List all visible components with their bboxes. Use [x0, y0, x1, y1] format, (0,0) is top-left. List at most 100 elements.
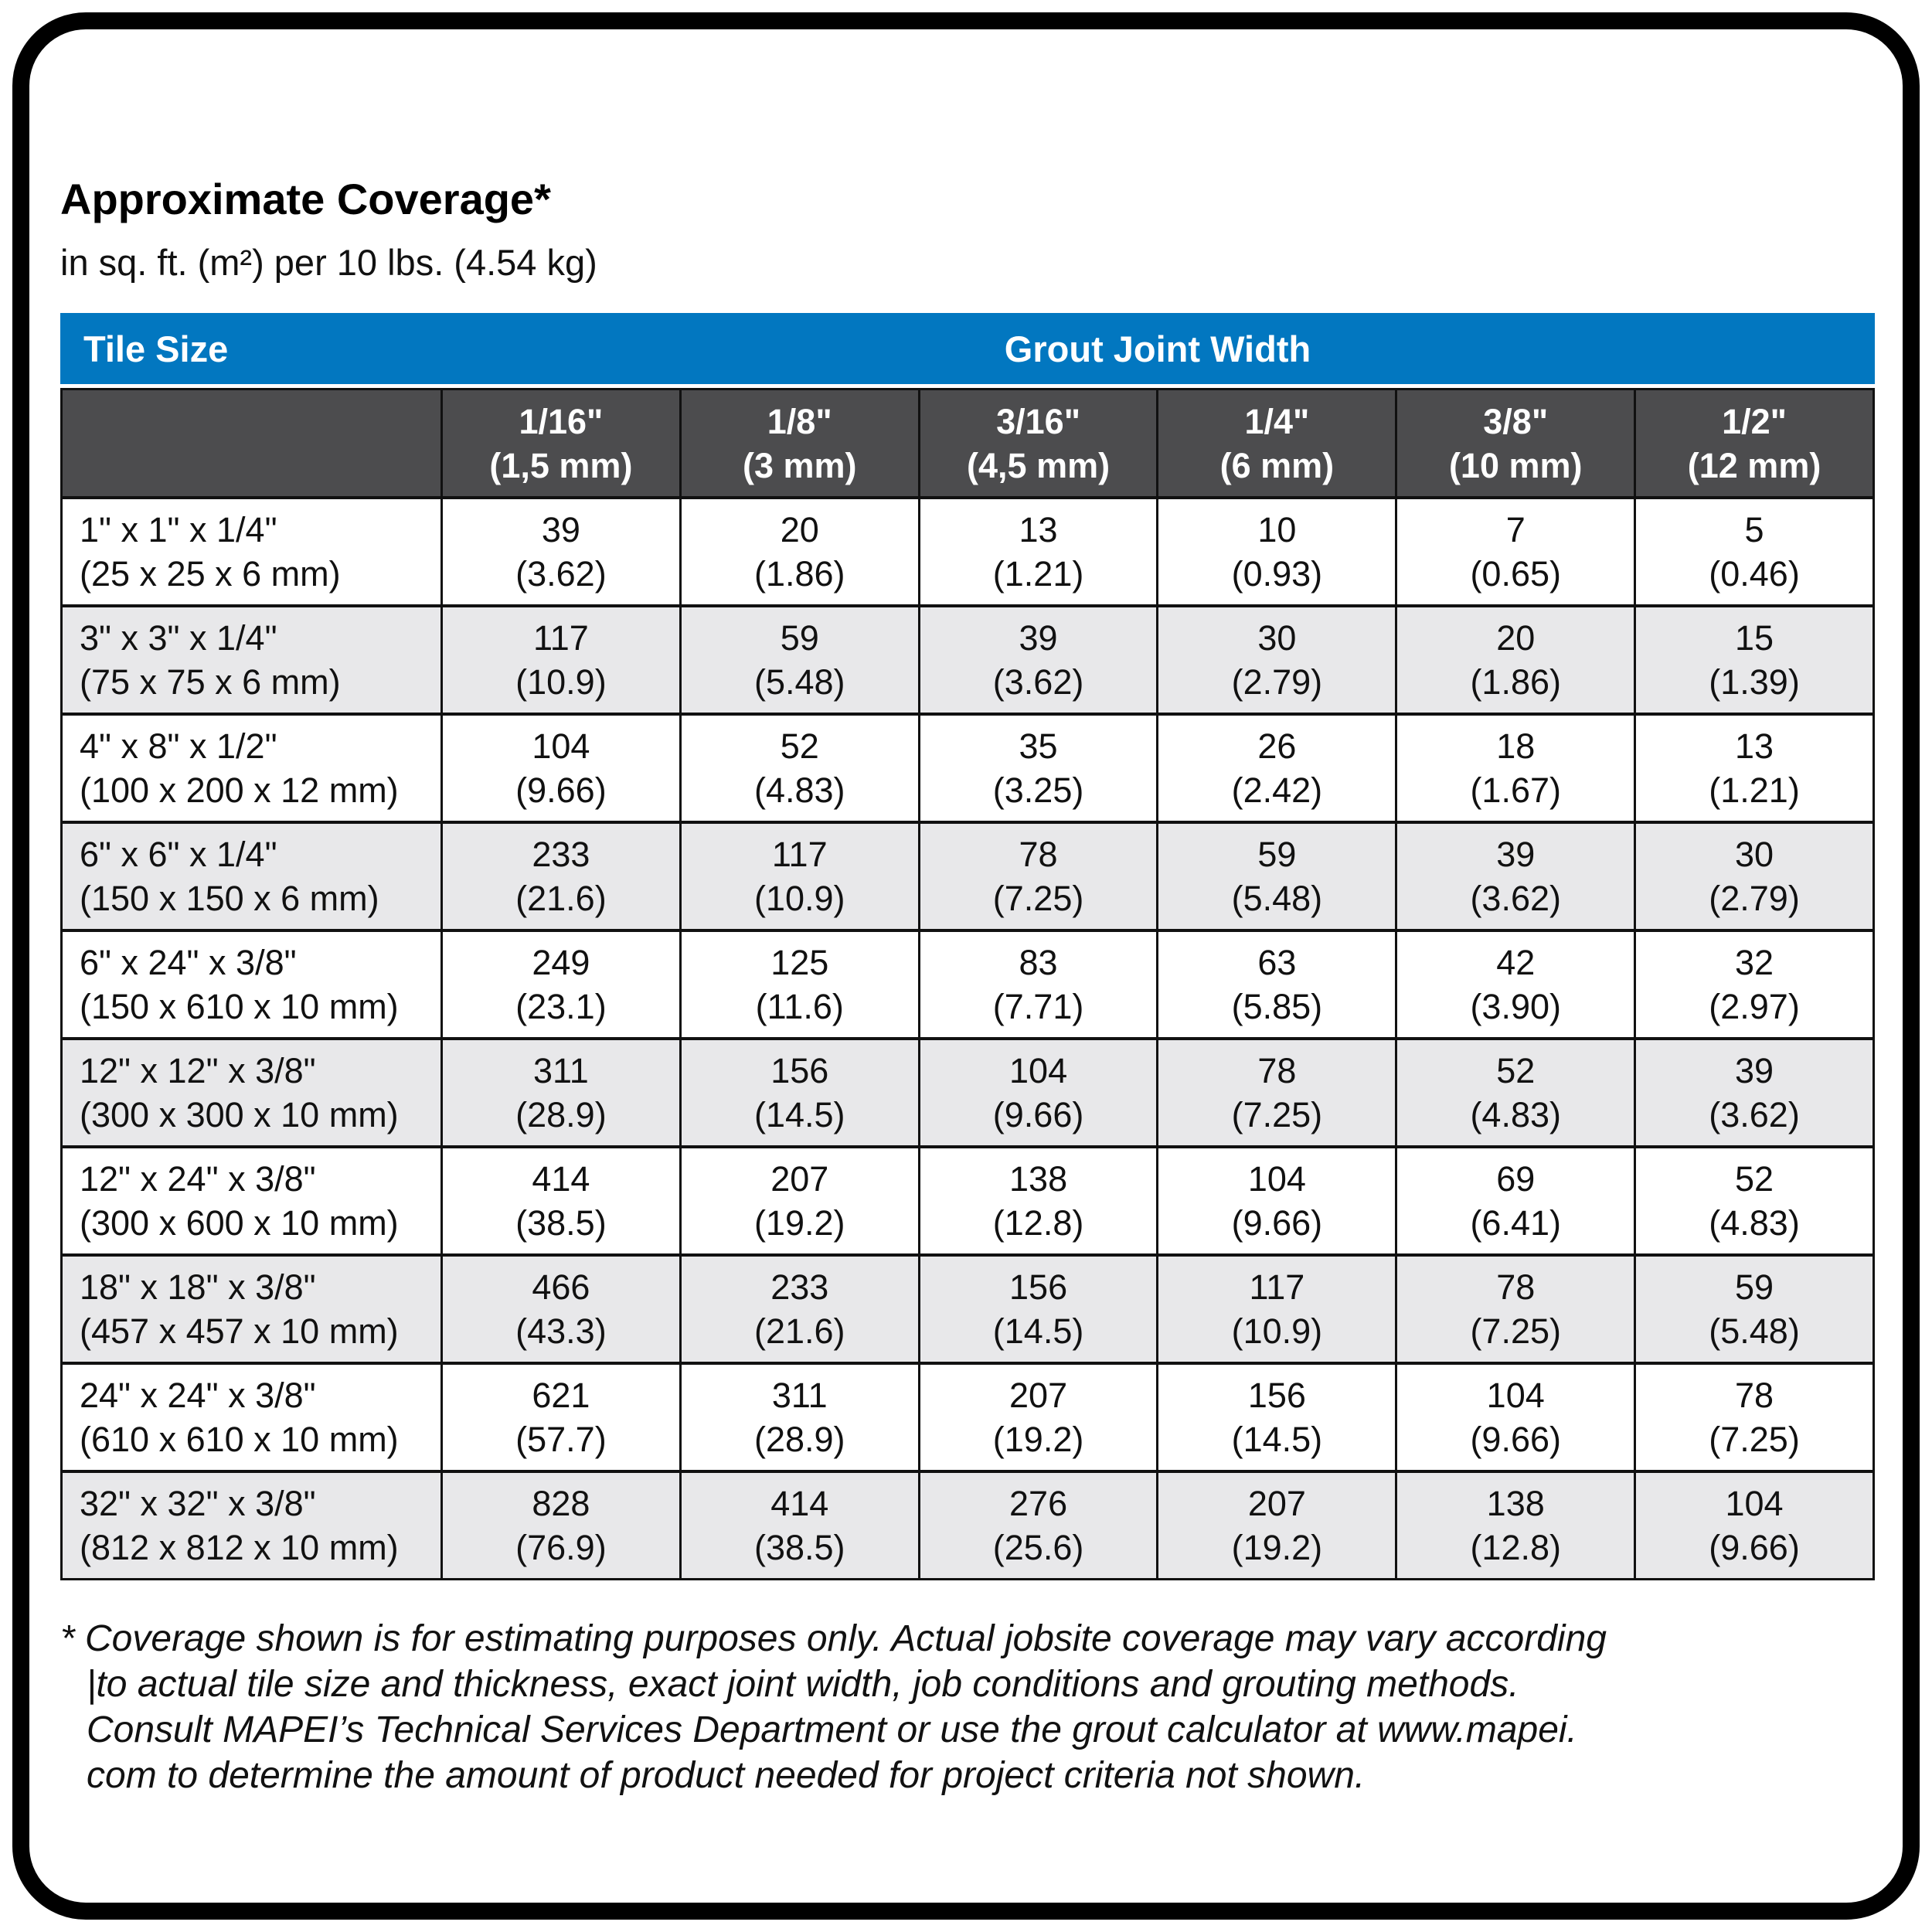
coverage-cell: 52 (4.83) — [1634, 1148, 1872, 1253]
coverage-sqft: 83 — [1019, 943, 1058, 982]
coverage-sqft: 104 — [1486, 1376, 1545, 1415]
tile-size-cell: 3" x 3" x 1/4" (75 x 75 x 6 mm) — [63, 607, 440, 713]
column-header-metric: (10 mm) — [1448, 445, 1583, 485]
tile-size-mm: (150 x 610 x 10 mm) — [80, 987, 399, 1026]
coverage-cell: 78 (7.25) — [1156, 1040, 1395, 1145]
column-header: 3/16" (4,5 mm) — [917, 390, 1157, 496]
table-row: 32" x 32" x 3/8" (812 x 812 x 10 mm) 828 (7… — [63, 1470, 1872, 1578]
coverage-sqft: 311 — [771, 1376, 828, 1415]
coverage-m2: (10.9) — [1231, 1311, 1323, 1351]
coverage-sqft: 7 — [1505, 510, 1526, 549]
coverage-m2: (5.85) — [1231, 987, 1323, 1026]
coverage-m2: (57.7) — [515, 1420, 607, 1459]
coverage-m2: (25.6) — [992, 1528, 1084, 1567]
table-row: 12" x 24" x 3/8" (300 x 600 x 10 mm) 414 (3… — [63, 1145, 1872, 1253]
coverage-m2: (19.2) — [1231, 1528, 1323, 1567]
coverage-m2: (4.83) — [1709, 1203, 1800, 1243]
coverage-m2: (9.66) — [515, 770, 607, 810]
coverage-table: Tile Size Grout Joint Width 1/16" (1,5 mm… — [60, 313, 1875, 1580]
table-row: 6" x 24" x 3/8" (150 x 610 x 10 mm) 249 (23… — [63, 929, 1872, 1037]
column-header-width: 3/16" — [996, 401, 1081, 441]
tile-size-cell: 12" x 12" x 3/8" (300 x 300 x 10 mm) — [63, 1040, 440, 1145]
coverage-cell: 621 (57.7) — [440, 1365, 679, 1470]
coverage-cell: 5 (0.46) — [1634, 499, 1872, 604]
coverage-sqft: 78 — [1735, 1376, 1774, 1415]
table-row: 1" x 1" x 1/4" (25 x 25 x 6 mm) 39 (3.62) 20… — [63, 496, 1872, 604]
coverage-cell: 18 (1.67) — [1395, 716, 1634, 821]
coverage-cell: 104 (9.66) — [1395, 1365, 1634, 1470]
table-header-row: Tile Size Grout Joint Width — [60, 313, 1875, 384]
coverage-m2: (7.25) — [992, 879, 1084, 918]
coverage-cell: 20 (1.86) — [1395, 607, 1634, 713]
coverage-sqft: 13 — [1019, 510, 1058, 549]
tile-size-inches: 18" x 18" x 3/8" — [80, 1267, 316, 1307]
coverage-sqft: 32 — [1735, 943, 1774, 982]
tile-size-header: Tile Size — [83, 328, 229, 369]
coverage-cell: 78 (7.25) — [917, 824, 1157, 929]
coverage-cell: 59 (5.48) — [1156, 824, 1395, 929]
coverage-sqft: 138 — [1486, 1484, 1545, 1523]
coverage-m2: (19.2) — [753, 1203, 845, 1243]
coverage-cell: 15 (1.39) — [1634, 607, 1872, 713]
coverage-cell: 35 (3.25) — [917, 716, 1157, 821]
coverage-m2: (9.66) — [992, 1095, 1084, 1134]
coverage-sqft: 78 — [1496, 1267, 1536, 1307]
coverage-m2: (38.5) — [515, 1203, 607, 1243]
coverage-sqft: 156 — [1247, 1376, 1306, 1415]
coverage-cell: 52 (4.83) — [679, 716, 918, 821]
tile-size-mm: (100 x 200 x 12 mm) — [80, 770, 399, 810]
coverage-m2: (9.66) — [1709, 1528, 1800, 1567]
tile-size-mm: (610 x 610 x 10 mm) — [80, 1420, 399, 1459]
coverage-sqft: 20 — [780, 510, 819, 549]
coverage-m2: (21.6) — [515, 879, 607, 918]
coverage-cell: 117 (10.9) — [440, 607, 679, 713]
coverage-sqft: 233 — [770, 1267, 829, 1307]
coverage-sqft: 39 — [541, 510, 580, 549]
coverage-cell: 117 (10.9) — [679, 824, 918, 929]
column-header: 1/2" (12 mm) — [1634, 390, 1872, 496]
table-row: 3" x 3" x 1/4" (75 x 75 x 6 mm) 117 (10.9) 5… — [63, 604, 1872, 713]
coverage-cell: 156 (14.5) — [679, 1040, 918, 1145]
column-header-width: 3/8" — [1483, 401, 1549, 441]
coverage-sqft: 104 — [1247, 1159, 1306, 1199]
coverage-sqft: 59 — [780, 618, 819, 658]
coverage-sqft: 311 — [533, 1051, 589, 1090]
coverage-cell: 249 (23.1) — [440, 932, 679, 1037]
coverage-m2: (43.3) — [515, 1311, 607, 1351]
coverage-cell: 207 (19.2) — [1156, 1473, 1395, 1578]
coverage-cell: 311 (28.9) — [440, 1040, 679, 1145]
coverage-cell: 466 (43.3) — [440, 1257, 679, 1362]
coverage-m2: (2.97) — [1709, 987, 1800, 1026]
coverage-cell: 13 (1.21) — [1634, 716, 1872, 821]
column-header-metric: (1,5 mm) — [489, 445, 633, 485]
coverage-sqft: 15 — [1735, 618, 1774, 658]
tile-size-cell: 12" x 24" x 3/8" (300 x 600 x 10 mm) — [63, 1148, 440, 1253]
tile-size-inches: 1" x 1" x 1/4" — [80, 510, 277, 549]
coverage-sqft: 104 — [1725, 1484, 1784, 1523]
coverage-m2: (3.90) — [1470, 987, 1561, 1026]
coverage-m2: (10.9) — [515, 662, 607, 702]
coverage-cell: 828 (76.9) — [440, 1473, 679, 1578]
coverage-sqft: 117 — [533, 618, 589, 658]
coverage-sqft: 207 — [1247, 1484, 1306, 1523]
coverage-sqft: 117 — [771, 835, 828, 874]
tile-size-inches: 4" x 8" x 1/2" — [80, 726, 277, 766]
coverage-cell: 104 (9.66) — [917, 1040, 1157, 1145]
coverage-m2: (1.39) — [1709, 662, 1800, 702]
coverage-m2: (23.1) — [515, 987, 607, 1026]
coverage-m2: (3.62) — [1470, 879, 1561, 918]
coverage-cell: 42 (3.90) — [1395, 932, 1634, 1037]
table-row: 24" x 24" x 3/8" (610 x 610 x 10 mm) 621 (5… — [63, 1362, 1872, 1470]
coverage-sqft: 621 — [532, 1376, 590, 1415]
column-header-metric: (12 mm) — [1687, 445, 1821, 485]
coverage-sqft: 233 — [532, 835, 590, 874]
tile-size-cell: 4" x 8" x 1/2" (100 x 200 x 12 mm) — [63, 716, 440, 821]
tile-size-inches: 12" x 24" x 3/8" — [80, 1159, 316, 1199]
coverage-m2: (14.5) — [753, 1095, 845, 1134]
coverage-m2: (3.62) — [515, 554, 607, 594]
table-row: 4" x 8" x 1/2" (100 x 200 x 12 mm) 104 (9.6… — [63, 713, 1872, 821]
coverage-sqft: 52 — [1496, 1051, 1536, 1090]
coverage-sqft: 117 — [1249, 1267, 1305, 1307]
coverage-sqft: 35 — [1019, 726, 1058, 766]
coverage-cell: 414 (38.5) — [679, 1473, 918, 1578]
